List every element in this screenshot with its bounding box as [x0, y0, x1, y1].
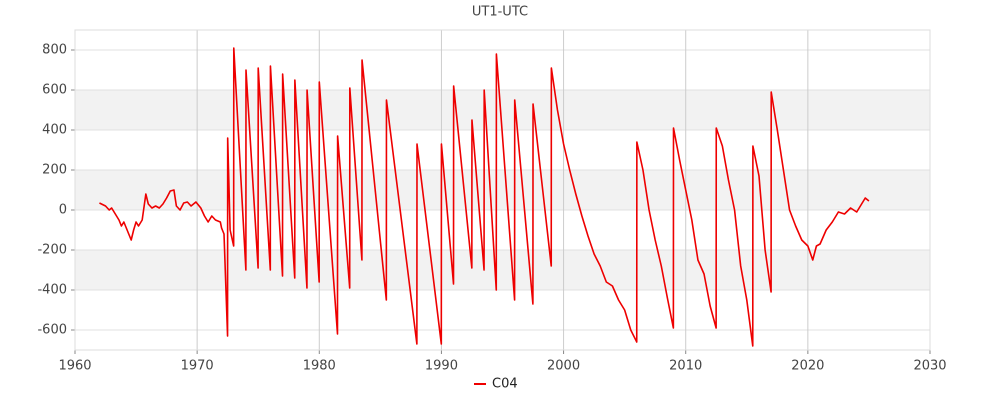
y-tick-label: 200 — [42, 163, 67, 178]
legend-label: C04 — [492, 377, 518, 392]
x-tick-label: 1960 — [58, 359, 91, 374]
y-tick-label: 800 — [42, 43, 67, 58]
y-tick-label: 600 — [42, 83, 67, 98]
x-tick-label: 2020 — [791, 359, 824, 374]
data-line — [99, 47, 870, 347]
y-tick-label: -200 — [37, 243, 67, 258]
y-tick-label: -400 — [37, 283, 67, 298]
grid-band — [75, 250, 930, 290]
x-tick-label: 2000 — [547, 359, 580, 374]
x-tick-label: 1970 — [181, 359, 214, 374]
x-tick-label: 2030 — [913, 359, 946, 374]
y-tick-label: 400 — [42, 123, 67, 138]
y-tick-label: 0 — [59, 203, 67, 218]
grid-band — [75, 90, 930, 130]
y-tick-label: -600 — [37, 323, 67, 338]
x-tick-label: 1980 — [303, 359, 336, 374]
chart-title: UT1-UTC — [472, 5, 528, 20]
x-tick-label: 1990 — [425, 359, 458, 374]
x-tick-label: 2010 — [669, 359, 702, 374]
grid-band — [75, 170, 930, 210]
plot-frame — [74, 29, 931, 351]
